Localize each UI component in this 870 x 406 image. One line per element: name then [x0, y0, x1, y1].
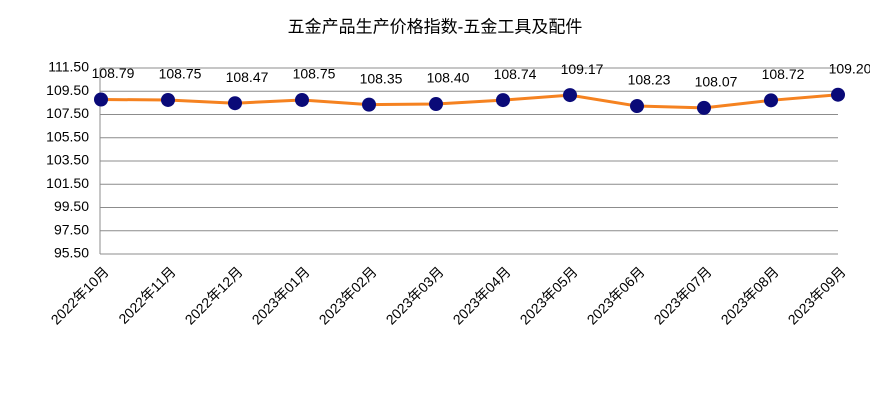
marker — [630, 99, 644, 114]
data-label: 108.47 — [226, 69, 269, 85]
data-label: 108.07 — [695, 74, 738, 90]
marker — [563, 88, 577, 103]
y-tick-label: 105.50 — [46, 128, 89, 144]
marker — [831, 87, 845, 102]
data-label: 108.72 — [762, 66, 805, 82]
line — [100, 93, 839, 110]
marker — [697, 100, 711, 115]
y-tick-label: 111.50 — [48, 59, 89, 75]
chart-title: 五金产品生产价格指数-五金工具及配件 — [288, 17, 583, 36]
data-label: 108.75 — [159, 66, 202, 82]
y-tick-label: 95.50 — [54, 245, 89, 261]
data-label: 108.75 — [293, 66, 336, 82]
y-tick-label: 101.50 — [46, 175, 89, 191]
data-label: 108.35 — [360, 70, 403, 86]
data-label: 108.23 — [628, 72, 671, 88]
marker — [764, 93, 778, 108]
marker — [496, 93, 510, 108]
data-label: 108.40 — [427, 70, 470, 86]
marker — [228, 96, 242, 111]
data-label: 108.79 — [92, 65, 135, 81]
y-tick-label: 109.50 — [46, 82, 89, 98]
data-label: 109.17 — [561, 61, 604, 77]
data-label: 109.20 — [829, 60, 870, 76]
y-tick-label: 107.50 — [46, 105, 89, 121]
y-tick-label: 103.50 — [46, 152, 89, 168]
marker — [429, 97, 443, 112]
marker — [295, 92, 309, 107]
y-tick-label: 97.50 — [54, 221, 89, 237]
marker — [94, 92, 108, 107]
marker — [161, 92, 175, 107]
y-tick-label: 99.50 — [54, 198, 89, 214]
data-label: 108.74 — [494, 66, 537, 82]
marker — [362, 97, 376, 112]
